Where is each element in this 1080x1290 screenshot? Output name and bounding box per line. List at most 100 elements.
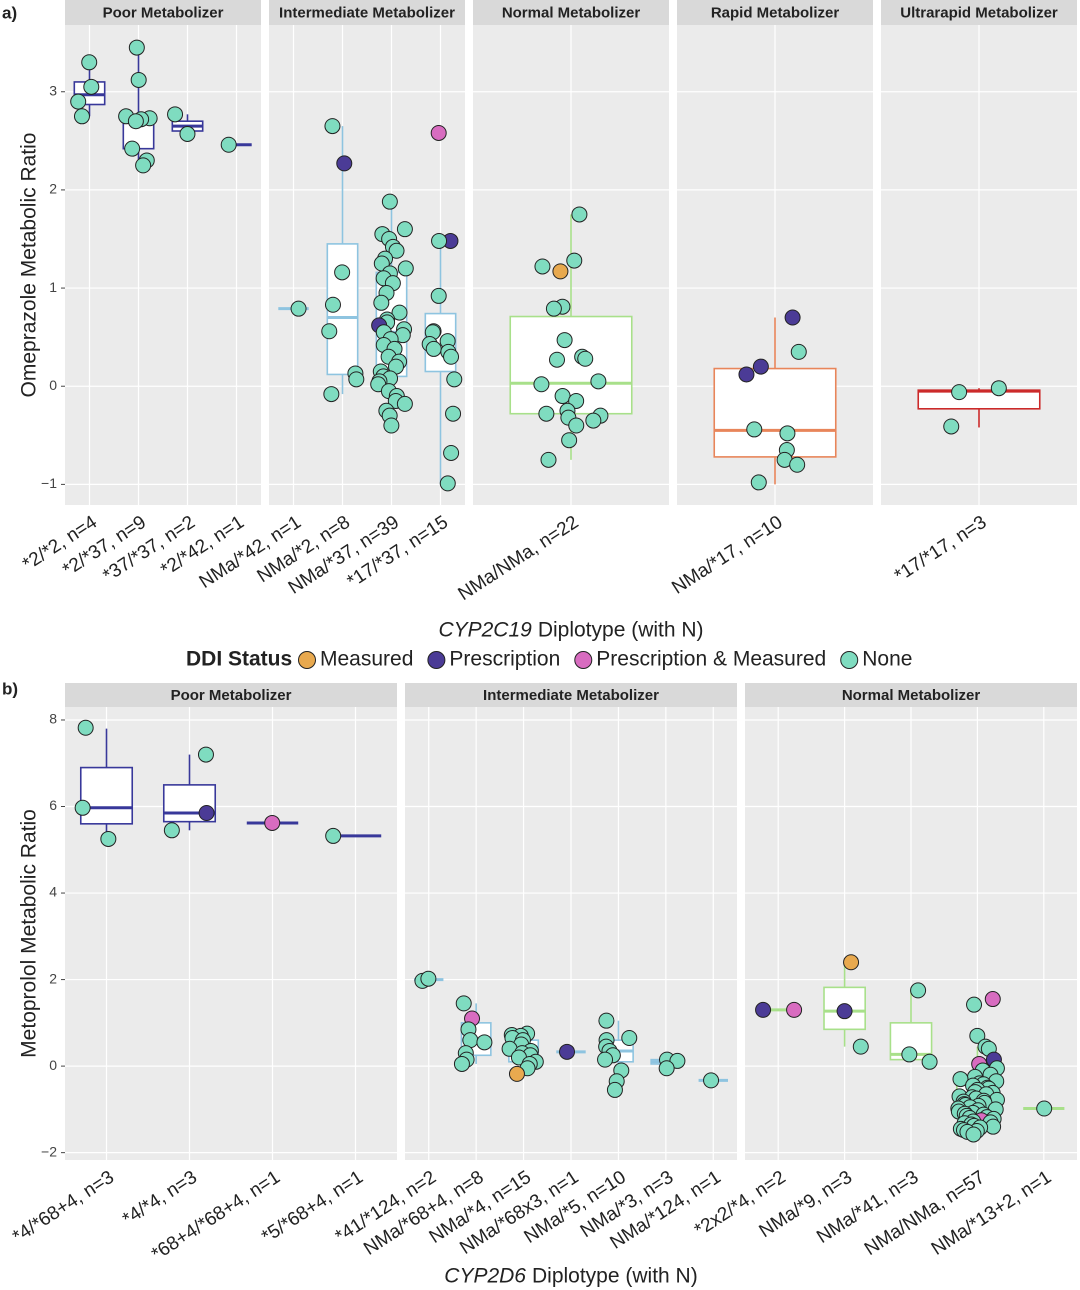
data-point [750, 474, 767, 491]
data-point [843, 954, 860, 971]
data-point [606, 1081, 623, 1098]
data-point [836, 1003, 853, 1020]
legend-swatch [574, 651, 593, 669]
x-tick-label: NMa/*13+2, n=1 [928, 1167, 1055, 1260]
y-tick-label: 1 [49, 279, 57, 295]
data-point [533, 376, 550, 393]
data-point [738, 366, 755, 383]
x-tick-label: NMa/*17, n=10 [668, 512, 786, 599]
data-point [348, 371, 365, 388]
data-point [128, 39, 145, 56]
legend-label: Prescription [449, 648, 560, 671]
data-point [952, 1071, 969, 1088]
data-point [534, 258, 551, 275]
data-point [443, 444, 460, 461]
data-point [658, 1060, 675, 1077]
legend-label: Measured [320, 648, 413, 671]
facet-title: Rapid Metabolizer [711, 4, 840, 21]
data-point [790, 343, 807, 360]
data-point [598, 1012, 615, 1029]
data-point [951, 384, 968, 401]
data-point [549, 351, 566, 368]
data-point [391, 304, 408, 321]
panel-label: b) [2, 679, 18, 698]
facet-title: Intermediate Metabolizer [279, 4, 455, 21]
data-point [508, 1065, 525, 1082]
data-point [431, 232, 448, 249]
data-point [74, 799, 91, 816]
data-point [453, 1055, 470, 1072]
facet-strip [65, 683, 397, 707]
data-point [703, 1072, 720, 1089]
data-point [540, 451, 557, 468]
facet-strip [677, 0, 873, 25]
data-point [755, 1001, 772, 1018]
x-axis-title: Diplotype (with N) [532, 1265, 698, 1288]
data-point [264, 814, 281, 831]
legend-label: Prescription & Measured [596, 648, 826, 671]
y-tick-label: 6 [49, 797, 57, 813]
data-point [446, 371, 463, 388]
data-point [476, 1034, 493, 1051]
data-point [220, 136, 237, 153]
data-point [566, 252, 583, 269]
facet-strip [473, 0, 669, 25]
data-point [77, 719, 94, 736]
data-point [81, 54, 98, 71]
data-point [789, 456, 806, 473]
data-point [396, 395, 413, 412]
y-axis-title: Omeprazole Metabolic Ratio [18, 133, 41, 398]
data-point [373, 294, 390, 311]
data-point [439, 475, 456, 492]
data-point [571, 206, 588, 223]
facet-title: Normal Metabolizer [842, 687, 981, 704]
y-tick-label: 4 [49, 884, 57, 900]
x-tick-label: NMa/NMa, n=22 [455, 512, 583, 605]
data-point [921, 1053, 938, 1070]
facet-strip [745, 683, 1077, 707]
data-point [969, 1027, 986, 1044]
legend-swatch [427, 651, 446, 669]
legend-label: None [862, 648, 912, 671]
data-point [561, 432, 578, 449]
facet-strip [881, 0, 1077, 25]
data-point [443, 348, 460, 365]
data-point [455, 995, 472, 1012]
data-point [621, 1029, 638, 1046]
y-axis-title: Metoprolol Metabolic Ratio [18, 809, 41, 1058]
facet-title: Normal Metabolizer [502, 4, 641, 21]
facet-title: Ultrarapid Metabolizer [900, 4, 1058, 21]
data-point [198, 805, 215, 822]
x-tick-label: *4/*68+4, n=3 [9, 1167, 118, 1248]
data-point [554, 388, 571, 405]
facet-panel [269, 25, 465, 505]
data-point [130, 71, 147, 88]
data-point [100, 830, 117, 847]
facet-strip [269, 0, 465, 25]
box [713, 367, 837, 458]
data-point [135, 157, 152, 174]
data-point [545, 300, 562, 317]
data-point [965, 1126, 982, 1143]
data-point [568, 417, 585, 434]
data-point [585, 412, 602, 429]
data-point [552, 263, 569, 280]
data-point [73, 108, 90, 125]
data-point [852, 1038, 869, 1055]
data-point [197, 746, 214, 763]
data-point [397, 260, 414, 277]
data-point [990, 380, 1007, 397]
box [917, 389, 1041, 410]
data-point [321, 323, 338, 340]
y-tick-label: 8 [49, 711, 57, 727]
data-point [179, 125, 196, 142]
legend-swatch [298, 651, 316, 669]
y-tick-label: 2 [49, 970, 57, 986]
data-point [83, 78, 100, 95]
data-point [910, 982, 927, 999]
data-point [163, 822, 180, 839]
data-point [383, 417, 400, 434]
data-point [556, 332, 573, 349]
x-tick-label: *17/*17, n=3 [891, 512, 991, 587]
